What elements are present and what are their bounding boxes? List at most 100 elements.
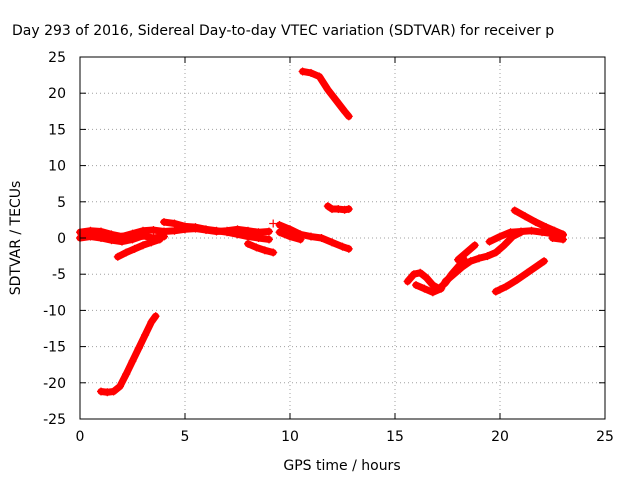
data-point [286, 232, 294, 241]
series-line [276, 221, 353, 253]
data-point [223, 228, 231, 237]
data-point [139, 231, 147, 240]
data-point [340, 205, 349, 214]
y-tick-label: -15 [43, 340, 66, 356]
data-point [130, 244, 139, 253]
series-track-4 [113, 235, 164, 261]
x-axis-label: GPS time / hours [283, 458, 400, 474]
x-tick-label: 25 [596, 429, 614, 445]
data-point [147, 317, 156, 326]
y-tick-label: 25 [48, 50, 66, 66]
data-point [244, 239, 252, 248]
x-tick-label: 5 [181, 429, 190, 445]
data-point [315, 72, 324, 81]
data-point [97, 234, 105, 242]
series-line [441, 228, 525, 285]
data-point [103, 388, 112, 397]
data-point [538, 228, 546, 237]
series-line [97, 312, 160, 396]
data-point [212, 226, 221, 235]
data-point [122, 370, 131, 379]
data-point [86, 232, 95, 241]
data-point [160, 218, 168, 227]
data-point [122, 248, 131, 257]
data-point [428, 288, 437, 297]
y-tick-label: -25 [43, 412, 66, 428]
data-point [141, 331, 150, 340]
series-track-6 [244, 239, 278, 257]
series-track-7 [269, 219, 278, 228]
data-point [403, 277, 412, 286]
data-point [420, 284, 429, 293]
data-point [260, 246, 269, 255]
axes: 0 5 10 15 20 25 25 20 15 10 5 0 -5 -10 -15 -20 -25 [43, 50, 614, 445]
data-point [496, 232, 504, 241]
data-point [485, 237, 494, 246]
series-track-2 [76, 231, 168, 246]
series-track-13 [412, 281, 446, 297]
x-tick-label: 15 [386, 429, 404, 445]
series-track-19 [548, 234, 567, 244]
data-point [344, 244, 353, 253]
data-point [428, 281, 437, 290]
series-track-9 [275, 228, 305, 244]
data-point [462, 248, 471, 257]
y-axis-label: SDTVAR / TECUs [8, 181, 24, 296]
data-point [115, 382, 124, 391]
data-point [307, 68, 315, 77]
data-point [252, 243, 261, 252]
data-point [269, 219, 278, 228]
data-point [317, 234, 326, 242]
series-line [299, 67, 353, 120]
y-tick-label: 15 [48, 122, 66, 138]
data-point [323, 202, 332, 211]
data-point [269, 248, 278, 257]
data-point [323, 85, 332, 94]
data-point [139, 241, 147, 250]
data-point [265, 227, 273, 236]
data-point [244, 232, 252, 241]
series-track-14 [441, 228, 525, 286]
data-point [298, 67, 307, 76]
x-tick-label: 10 [281, 429, 299, 445]
data-point [437, 284, 446, 293]
data-point [118, 237, 126, 246]
data-point [502, 282, 511, 291]
data-point [454, 255, 462, 264]
data-point [109, 387, 118, 396]
data-point [540, 257, 549, 266]
data-point [422, 273, 431, 282]
data-point [151, 312, 160, 321]
x-tick-label: 20 [491, 429, 509, 445]
data-point [265, 235, 273, 244]
data-point [128, 235, 137, 244]
series-line [412, 281, 445, 296]
data-point [506, 228, 515, 237]
series-track-15 [454, 241, 479, 264]
data-point [559, 235, 567, 244]
y-tick-label: -20 [43, 376, 66, 392]
data-point [548, 234, 557, 242]
series-track-11 [323, 202, 353, 214]
data-point [128, 357, 137, 366]
series-line [511, 206, 567, 238]
data-point [416, 268, 425, 277]
data-point [155, 235, 164, 244]
data-point [470, 241, 479, 250]
data-point [286, 225, 294, 234]
data-point [523, 268, 532, 277]
data-point [491, 248, 500, 257]
data-point [254, 234, 263, 242]
y-tick-label: 5 [57, 195, 66, 211]
plot-area [76, 67, 567, 397]
data-point [517, 227, 525, 236]
data-point [550, 226, 559, 235]
data-point [483, 252, 492, 261]
data-point [344, 112, 353, 121]
data-point [533, 261, 542, 270]
y-tick-label: 10 [48, 159, 66, 175]
series-track-18 [491, 257, 549, 296]
data-point [409, 270, 418, 279]
data-point [149, 226, 158, 235]
